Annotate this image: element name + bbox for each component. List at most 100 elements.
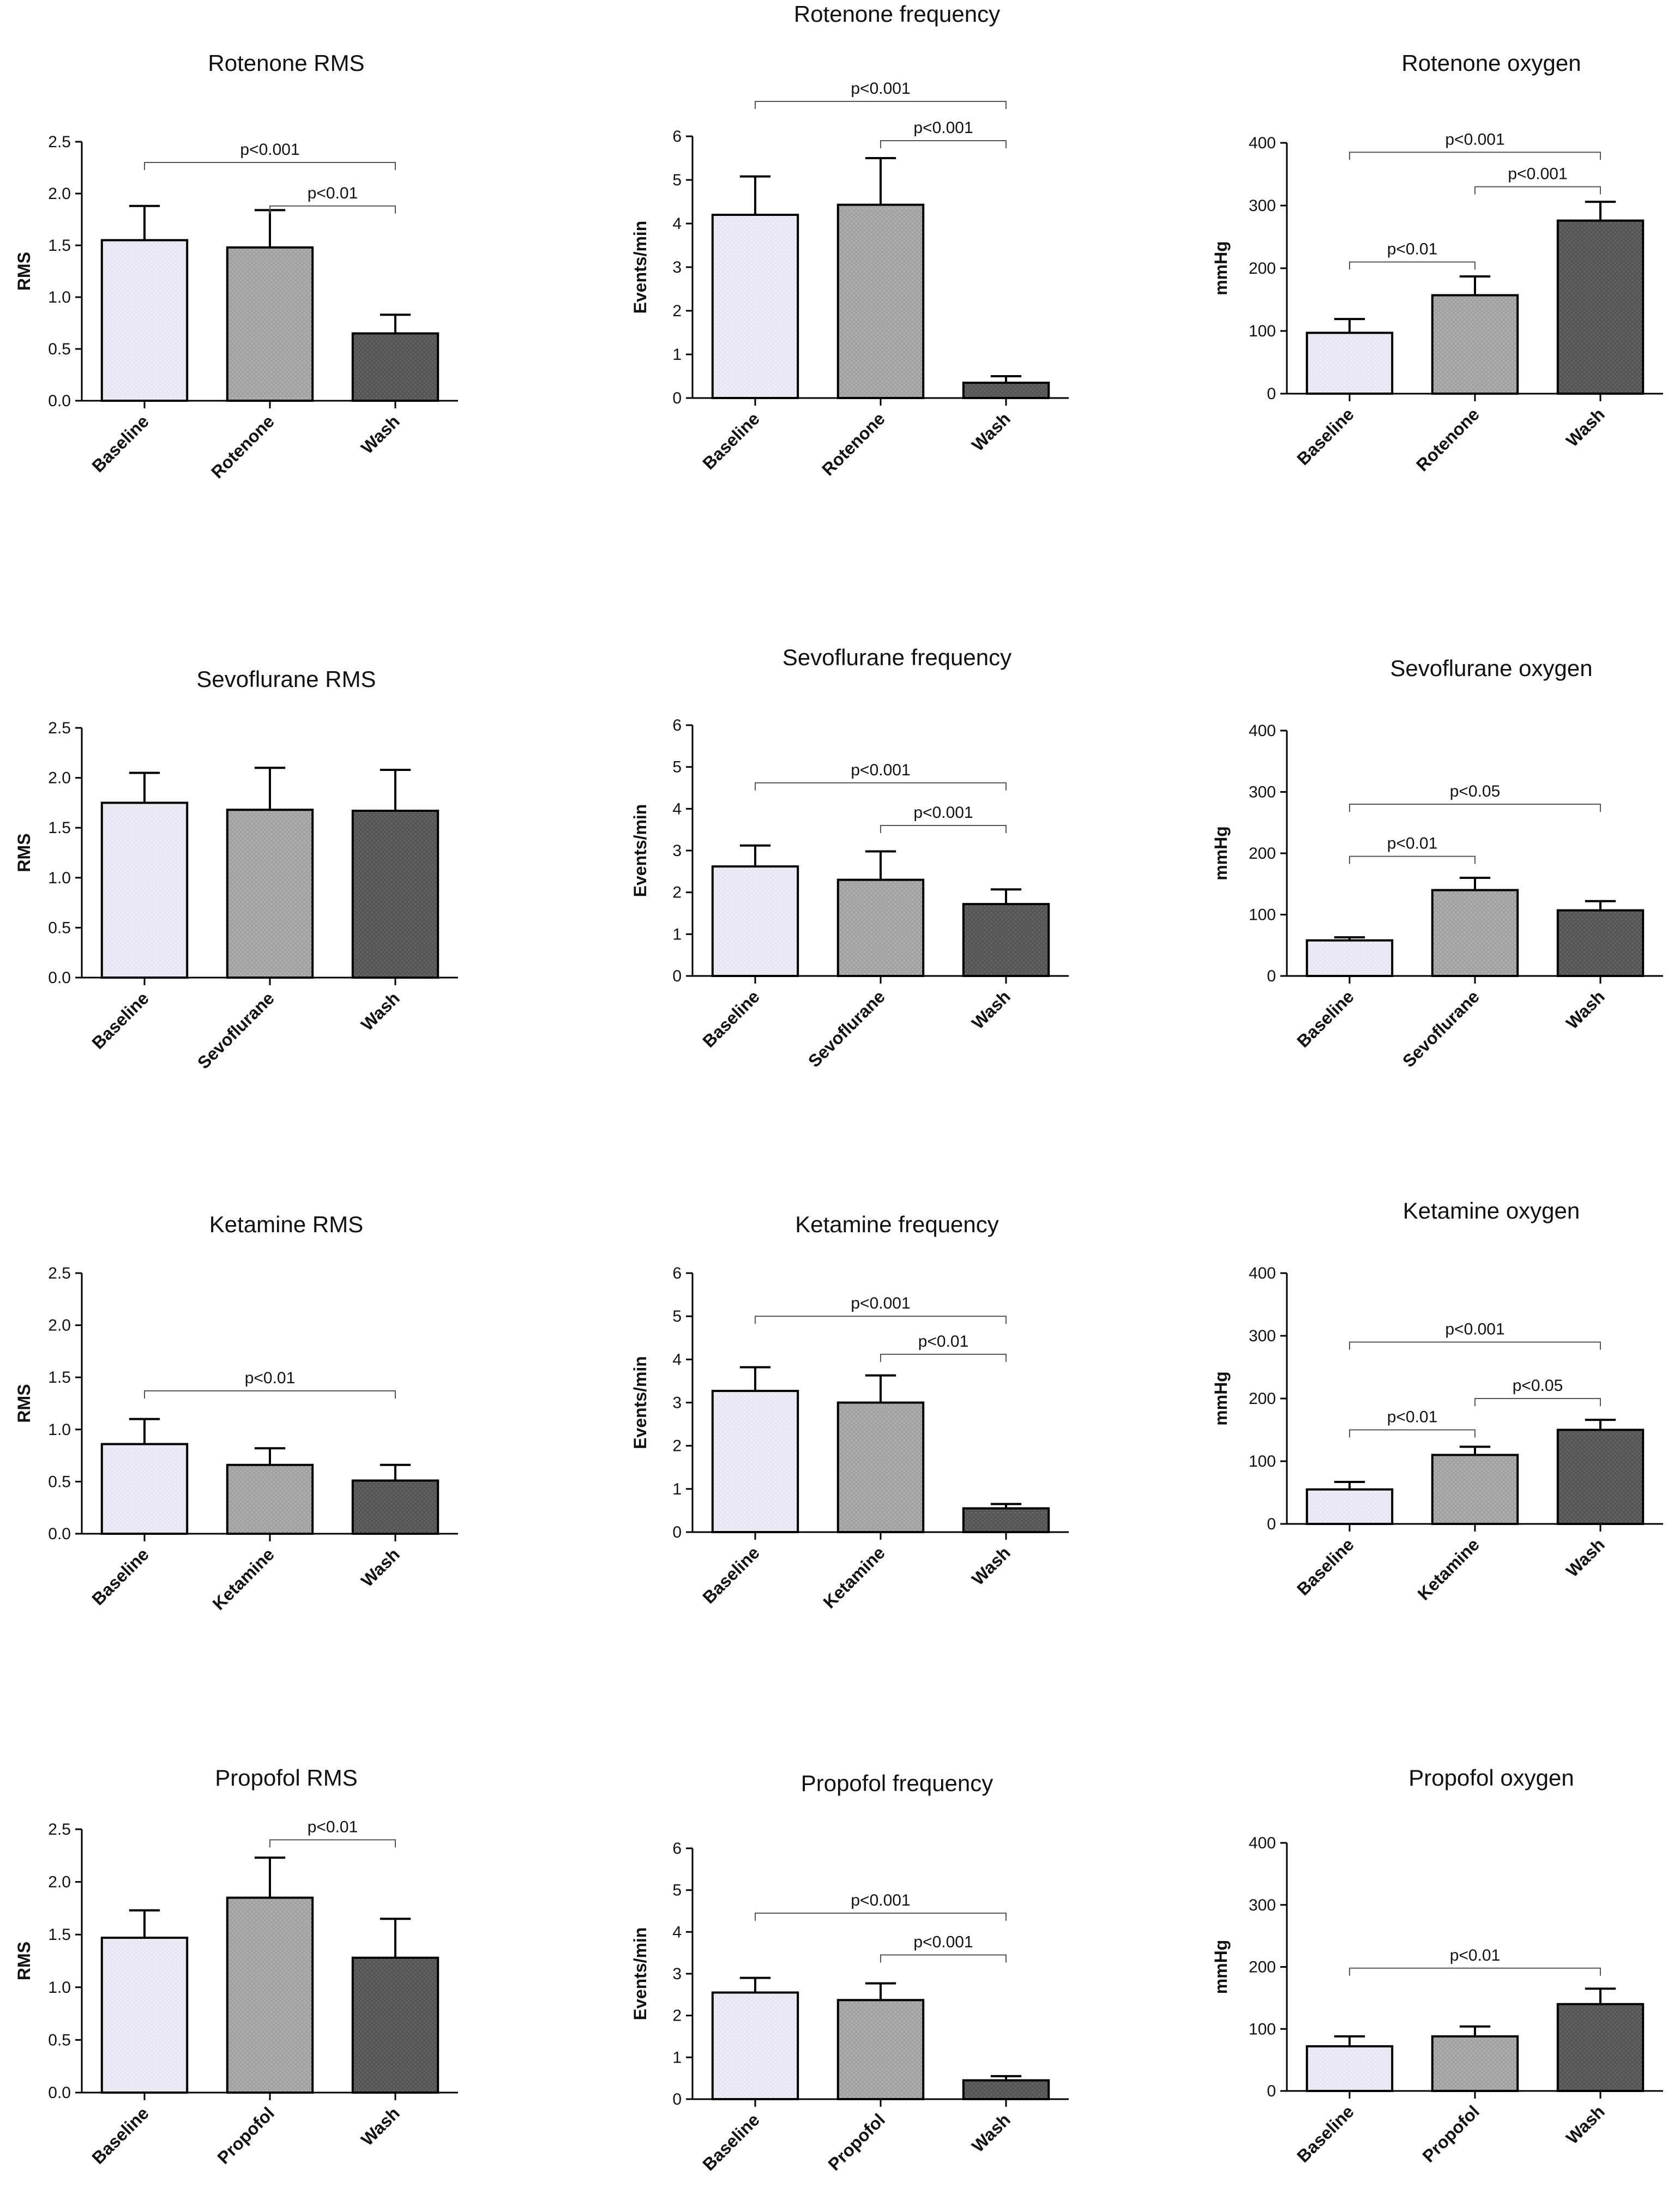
y-tick-label: 5 <box>672 758 682 776</box>
significance-bracket <box>755 1912 1007 1921</box>
y-axis-label: Events/min <box>630 1356 650 1449</box>
bar-baseline <box>100 801 189 979</box>
category-label: Baseline <box>88 2103 153 2168</box>
chart-title: Sevoflurane oxygen <box>1390 655 1592 681</box>
y-tick-label: 2.0 <box>48 185 71 203</box>
y-tick-label: 2.0 <box>48 769 71 787</box>
y-tick-label: 1 <box>672 2048 682 2066</box>
chart-title: Rotenone frequency <box>794 1 1000 27</box>
category-label: Wash <box>357 2103 404 2149</box>
category-label: Ketamine <box>209 1544 278 1613</box>
p-value-label: p<0.001 <box>1445 130 1504 148</box>
y-axis-label: Events/min <box>630 804 650 897</box>
bar-baseline <box>711 865 799 977</box>
y-axis-label: Events/min <box>630 221 650 314</box>
bar-wash <box>351 1956 439 2094</box>
y-tick-label: 0 <box>1267 2082 1276 2100</box>
significance-bracket <box>144 162 396 170</box>
y-tick-label: 300 <box>1249 1327 1276 1345</box>
chart-title: Propofol RMS <box>215 1765 357 1791</box>
y-tick-label: 0.0 <box>48 1525 71 1543</box>
y-tick-label: 0.0 <box>48 392 71 410</box>
y-tick-label: 200 <box>1249 1958 1276 1976</box>
p-value-label: p<0.01 <box>308 1818 358 1836</box>
y-tick-label: 200 <box>1249 1390 1276 1408</box>
category-label: Baseline <box>699 2109 763 2174</box>
bar-wash <box>962 903 1050 977</box>
bar-baseline <box>711 1390 799 1533</box>
category-label: Wash <box>1562 404 1609 450</box>
y-tick-label: 1.5 <box>48 1926 71 1944</box>
bar-rotenone <box>836 203 925 399</box>
chart-panel-6: Sevoflurane oxygen 0 100 200 300 400 mmHg Basel… <box>1211 655 1663 1071</box>
y-tick-label: 1 <box>672 925 682 943</box>
y-tick-label: 4 <box>672 800 682 818</box>
y-tick-label: 0.5 <box>48 1473 71 1491</box>
y-tick-label: 0 <box>672 389 682 407</box>
significance-bracket <box>1474 186 1601 195</box>
category-label: Rotenone <box>818 408 889 479</box>
p-value-label: p<0.001 <box>240 141 299 159</box>
p-value-label: p<0.001 <box>851 1891 910 1909</box>
p-value-label: p<0.001 <box>913 1933 973 1951</box>
y-axis-label: mmHg <box>1211 826 1231 881</box>
chart-panel-2: Rotenone frequency 0 1 2 3 4 5 6 Events/min Basel… <box>630 1 1069 479</box>
significance-bracket <box>1349 152 1601 160</box>
bar-baseline <box>1305 939 1394 977</box>
chart-panel-5: Sevoflurane frequency 0 1 2 3 4 5 6 Events/min Ba… <box>630 644 1069 1071</box>
y-axis-label: mmHg <box>1211 241 1231 296</box>
bar-wash <box>351 1479 439 1535</box>
y-tick-label: 3 <box>672 842 682 860</box>
bar-propofol <box>226 1896 314 2094</box>
y-tick-label: 1.0 <box>48 1421 71 1439</box>
bar-propofol <box>836 1999 925 2101</box>
y-tick-label: 3 <box>672 258 682 276</box>
p-value-label: p<0.001 <box>851 1294 910 1312</box>
category-label: Sevoflurane <box>804 986 889 1071</box>
p-value-label: p<0.01 <box>308 184 358 202</box>
y-tick-label: 6 <box>672 1840 682 1858</box>
bar-wash <box>1556 909 1645 977</box>
y-tick-label: 1.0 <box>48 869 71 887</box>
y-tick-label: 6 <box>672 716 682 734</box>
y-axis-label: RMS <box>14 252 34 291</box>
p-value-label: p<0.001 <box>1508 165 1567 183</box>
bar-sevoflurane <box>1431 889 1519 977</box>
bar-baseline <box>100 1443 189 1535</box>
bar-baseline <box>1305 1488 1394 1525</box>
significance-bracket <box>880 1353 1007 1362</box>
y-tick-label: 6 <box>672 1264 682 1282</box>
y-tick-label: 2 <box>672 1437 682 1455</box>
bar-sevoflurane <box>226 809 314 979</box>
y-axis-label: mmHg <box>1211 1371 1231 1426</box>
significance-bracket <box>1349 1967 1601 1976</box>
p-value-label: p<0.01 <box>1387 240 1438 258</box>
significance-bracket <box>269 205 396 214</box>
y-tick-label: 0 <box>1267 967 1276 985</box>
category-label: Baseline <box>88 988 153 1053</box>
significance-bracket <box>1349 261 1476 270</box>
chart-title: Ketamine frequency <box>795 1211 999 1237</box>
p-value-label: p<0.05 <box>1450 782 1501 800</box>
bar-wash <box>351 810 439 979</box>
chart-panel-7: Ketamine RMS 0.0 0.5 1.0 1.5 2.0 2.5 RMS Baselin… <box>14 1211 458 1614</box>
y-tick-label: 400 <box>1249 722 1276 740</box>
significance-bracket <box>755 1316 1007 1324</box>
bar-baseline <box>100 1936 189 2094</box>
category-label: Wash <box>968 408 1014 455</box>
y-tick-label: 0.5 <box>48 919 71 937</box>
p-value-label: p<0.01 <box>245 1369 296 1387</box>
bar-propofol <box>1431 2035 1519 2092</box>
chart-panel-9: Ketamine oxygen 0 100 200 300 400 mmHg Baseline… <box>1211 1198 1663 1604</box>
y-tick-label: 5 <box>672 1882 682 1900</box>
y-tick-label: 0 <box>1267 385 1276 403</box>
p-value-label: p<0.001 <box>851 761 910 779</box>
y-tick-label: 2.5 <box>48 1264 71 1282</box>
category-label: Ketamine <box>1414 1534 1483 1604</box>
p-value-label: p<0.001 <box>1445 1321 1504 1339</box>
category-label: Wash <box>357 411 404 457</box>
chart-title: Sevoflurane frequency <box>782 644 1011 670</box>
y-tick-label: 5 <box>672 171 682 189</box>
y-tick-label: 0 <box>1267 1515 1276 1533</box>
p-value-label: p<0.001 <box>913 804 973 822</box>
